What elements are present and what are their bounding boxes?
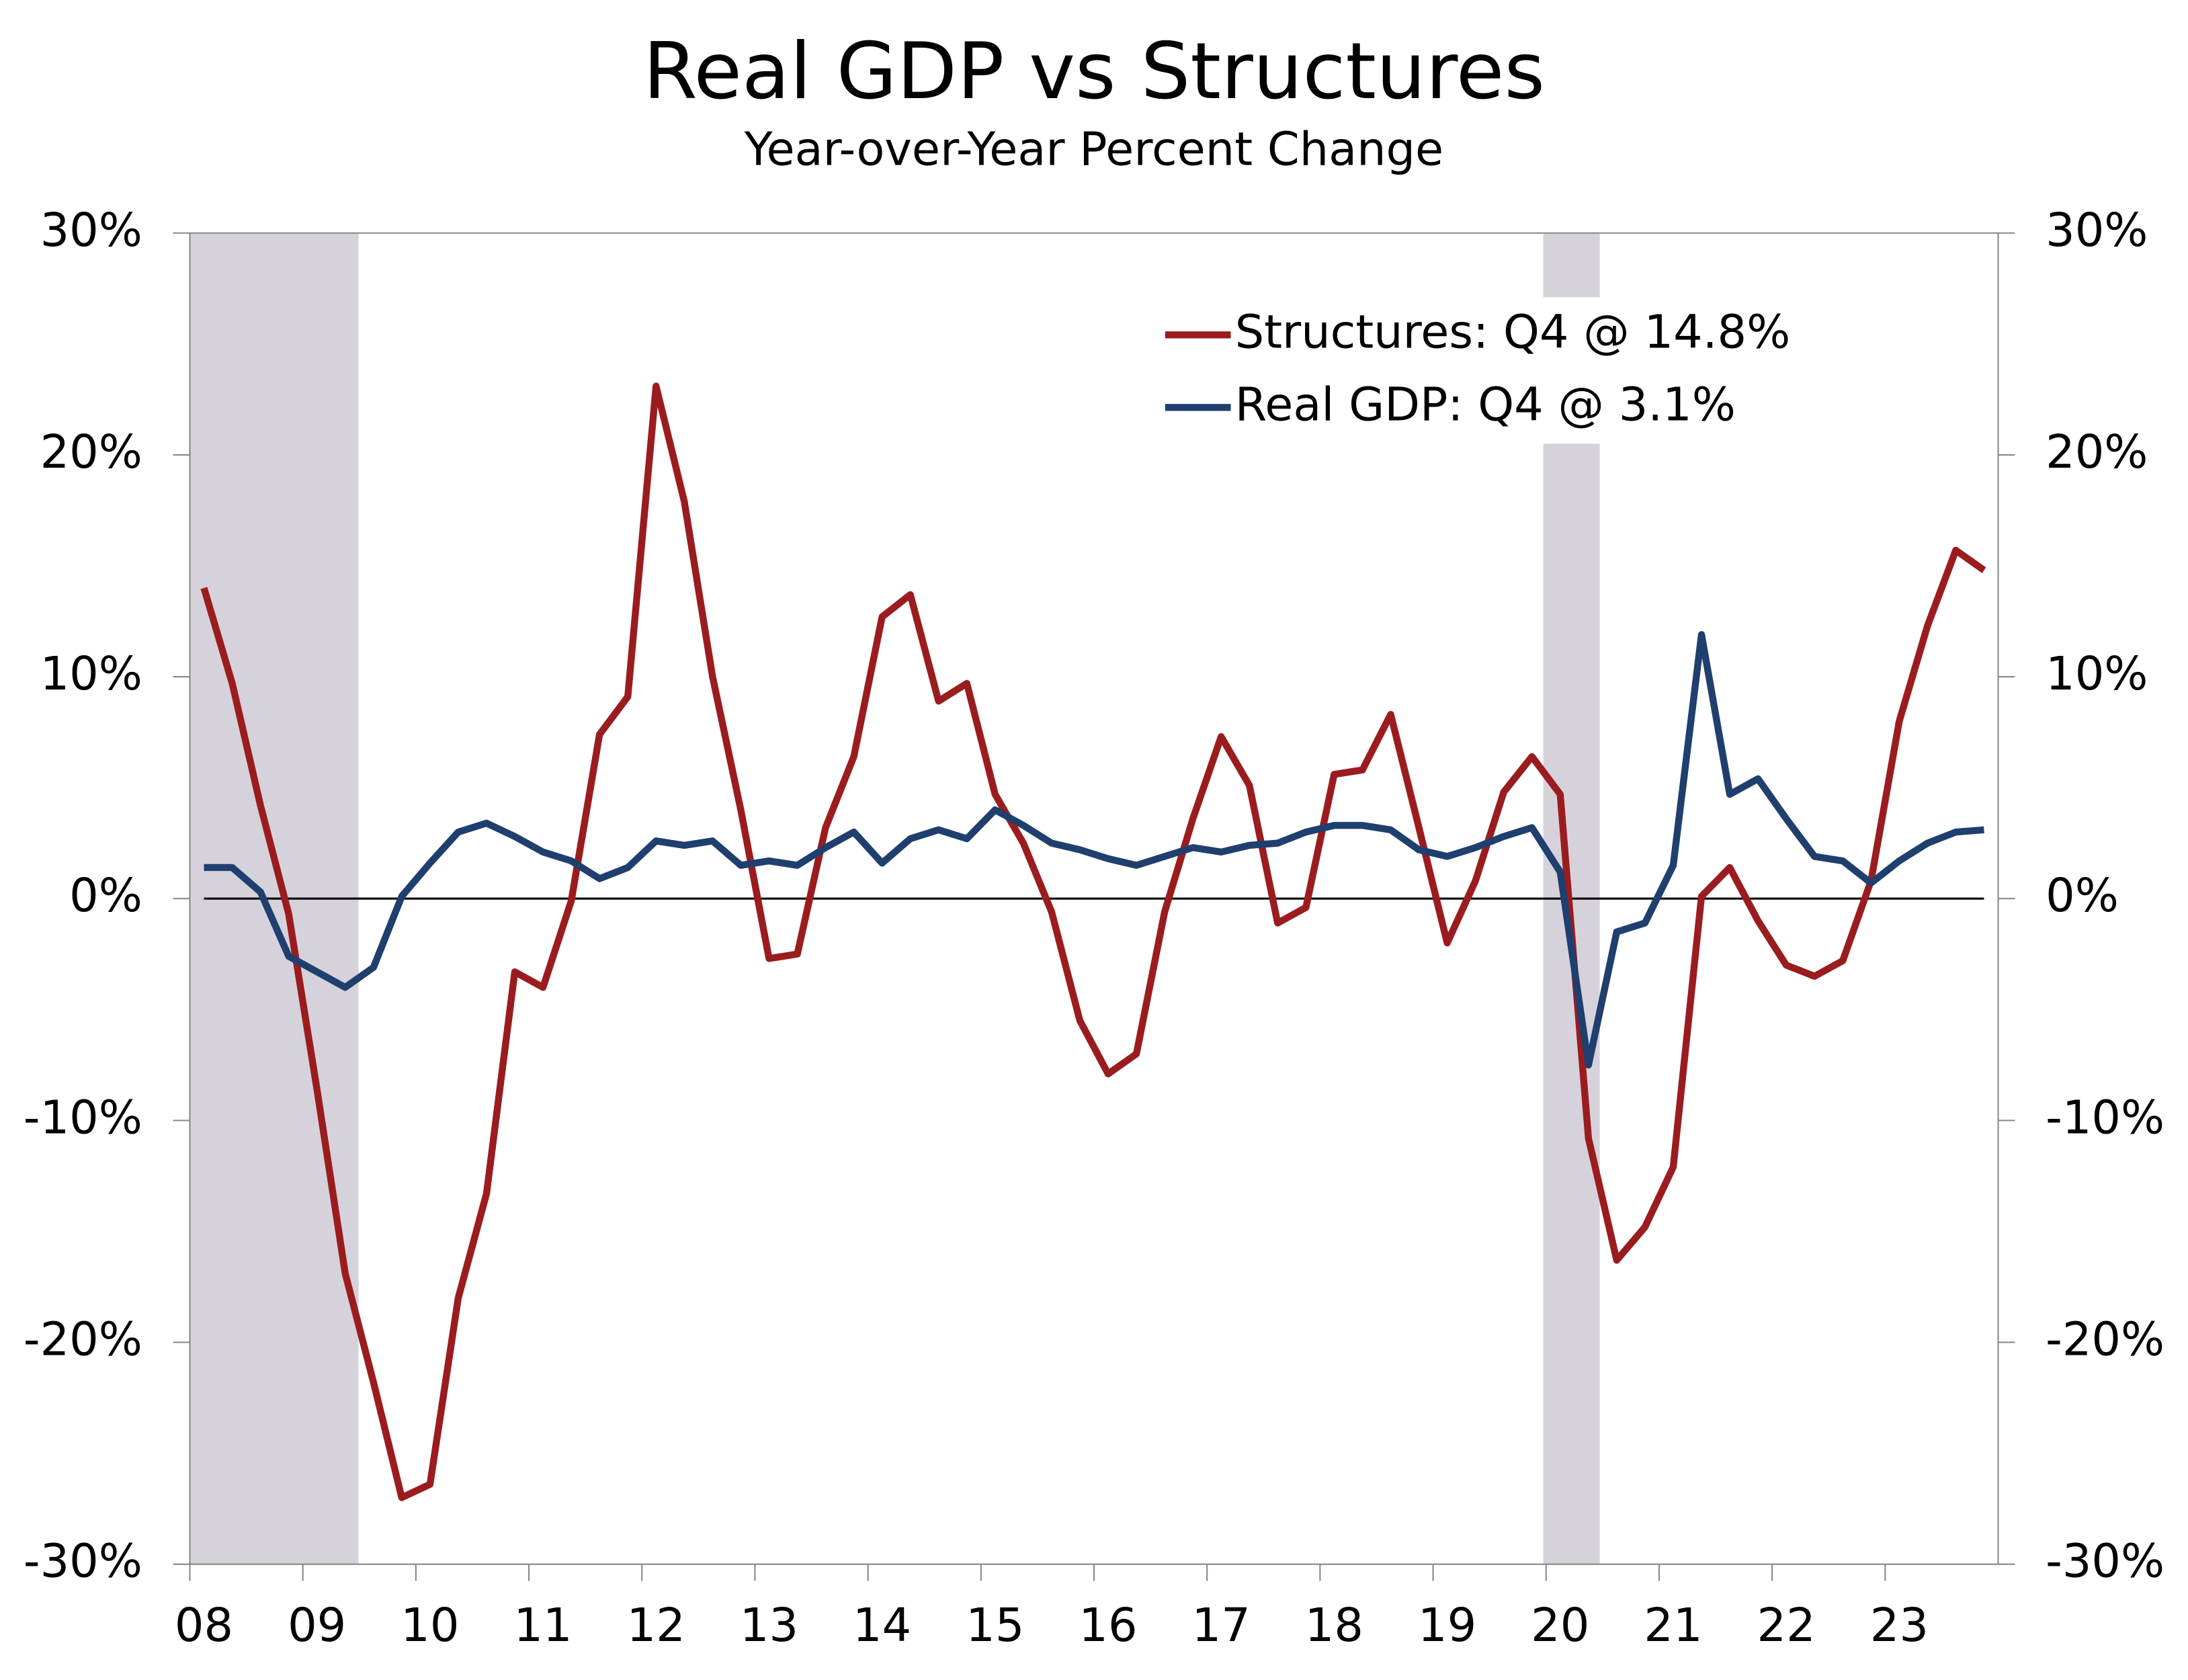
x-tick-label: 19 xyxy=(1418,1599,1476,1652)
y-tick-label: 30% xyxy=(40,204,142,257)
x-tick-label: 09 xyxy=(288,1599,346,1652)
y2-tick-label: -30% xyxy=(2046,1535,2164,1589)
x-tick-label: 13 xyxy=(740,1599,798,1652)
legend-label: Real GDP: Q4 @ 3.1% xyxy=(1235,378,1736,431)
chart-title: Real GDP vs Structures xyxy=(643,26,1545,117)
x-tick-label: 17 xyxy=(1192,1599,1251,1652)
x-tick-label: 16 xyxy=(1079,1599,1137,1652)
legend-label: Structures: Q4 @ 14.8% xyxy=(1235,305,1791,359)
chart-subtitle: Year-over-Year Percent Change xyxy=(744,122,1443,176)
y2-tick-label: 10% xyxy=(2046,647,2148,701)
x-tick-label: 10 xyxy=(401,1599,459,1652)
x-tick-label: 23 xyxy=(1870,1599,1929,1652)
y2-tick-label: 30% xyxy=(2046,204,2148,257)
x-tick-label: 20 xyxy=(1531,1599,1589,1652)
x-tick-label: 18 xyxy=(1305,1599,1363,1652)
legend-background xyxy=(1155,297,1860,444)
x-tick-label: 15 xyxy=(966,1599,1024,1652)
y-tick-label: 10% xyxy=(40,647,142,701)
x-tick-label: 14 xyxy=(853,1599,911,1652)
y-tick-label: 20% xyxy=(40,425,142,479)
y-tick-label: -10% xyxy=(24,1091,142,1144)
x-tick-label: 08 xyxy=(175,1599,233,1652)
y2-tick-label: 20% xyxy=(2046,425,2148,479)
y-tick-label: 0% xyxy=(69,869,142,923)
x-tick-label: 21 xyxy=(1644,1599,1702,1652)
x-tick-label: 22 xyxy=(1757,1599,1816,1652)
series-line xyxy=(200,382,1986,1501)
y2-tick-label: -20% xyxy=(2046,1313,2164,1367)
x-tick-label: 11 xyxy=(513,1599,572,1652)
y2-tick-label: -10% xyxy=(2046,1091,2164,1144)
y-tick-label: -20% xyxy=(24,1313,142,1367)
y2-tick-label: 0% xyxy=(2046,869,2119,923)
y-tick-label: -30% xyxy=(24,1535,142,1589)
series-line xyxy=(204,631,1984,1069)
x-tick-label: 12 xyxy=(627,1599,685,1652)
